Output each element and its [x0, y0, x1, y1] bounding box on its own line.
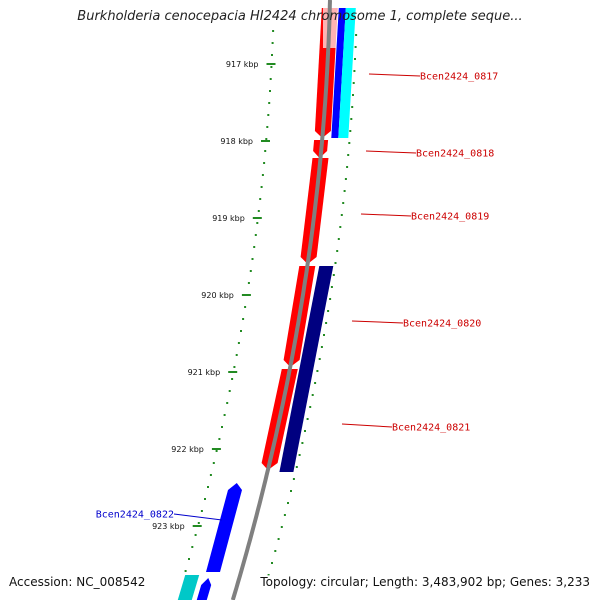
feature-tracks	[175, 8, 356, 600]
gene-label-leader	[341, 423, 393, 428]
kbp-tick	[266, 63, 276, 65]
gene-label[interactable]: Bcen2424_0818	[416, 149, 494, 160]
feature-block[interactable]	[175, 575, 200, 600]
feature-block[interactable]	[338, 8, 356, 138]
gene-labels: Bcen2424_0817 Bcen2424_0818 Bcen2424_0819 B…	[96, 72, 499, 521]
kbp-ruler: 917 kbp 918 kbp 919 kbp 920 kbp 921 kbp 922 k…	[152, 60, 276, 531]
kbp-tick	[241, 294, 251, 296]
accession-info: Accession: NC_008542	[9, 575, 146, 589]
gene-label[interactable]: Bcen2424_0820	[403, 319, 481, 330]
kbp-tick	[211, 448, 221, 450]
feature-block[interactable]	[279, 266, 334, 472]
kbp-tick-label: 917 kbp	[226, 60, 259, 69]
sequence-title: Burkholderia cenocepacia HI2424 chromoso…	[77, 9, 523, 24]
gene-block[interactable]	[206, 483, 242, 572]
gene-label-leader	[365, 150, 417, 154]
ruler-dots	[184, 30, 358, 576]
chromosome-backbone	[230, 0, 332, 600]
kbp-tick-label: 921 kbp	[188, 368, 221, 377]
gene-label[interactable]: Bcen2424_0819	[411, 212, 489, 223]
gene-label-leader	[173, 513, 223, 521]
gene-label[interactable]: Bcen2424_0817	[420, 72, 498, 83]
gene-label-leader	[368, 73, 421, 77]
kbp-tick-label: 923 kbp	[152, 522, 185, 531]
kbp-tick	[261, 140, 270, 142]
kbp-tick	[228, 371, 238, 373]
kbp-tick-label: 918 kbp	[220, 137, 253, 146]
kbp-tick	[252, 217, 262, 219]
topology-info: Topology: circular; Length: 3,483,902 bp…	[260, 575, 590, 589]
gene-label-leader	[351, 320, 404, 324]
gene-label[interactable]: Bcen2424_0821	[392, 423, 470, 434]
kbp-tick-label: 920 kbp	[201, 291, 234, 300]
gene-label[interactable]: Bcen2424_0822	[96, 510, 174, 521]
kbp-tick-label: 922 kbp	[171, 445, 204, 454]
kbp-tick	[192, 525, 202, 527]
gene-block[interactable]	[194, 578, 212, 600]
kbp-tick-label: 919 kbp	[212, 214, 245, 223]
gene-label-leader	[360, 213, 412, 217]
feature-block[interactable]	[331, 8, 346, 138]
